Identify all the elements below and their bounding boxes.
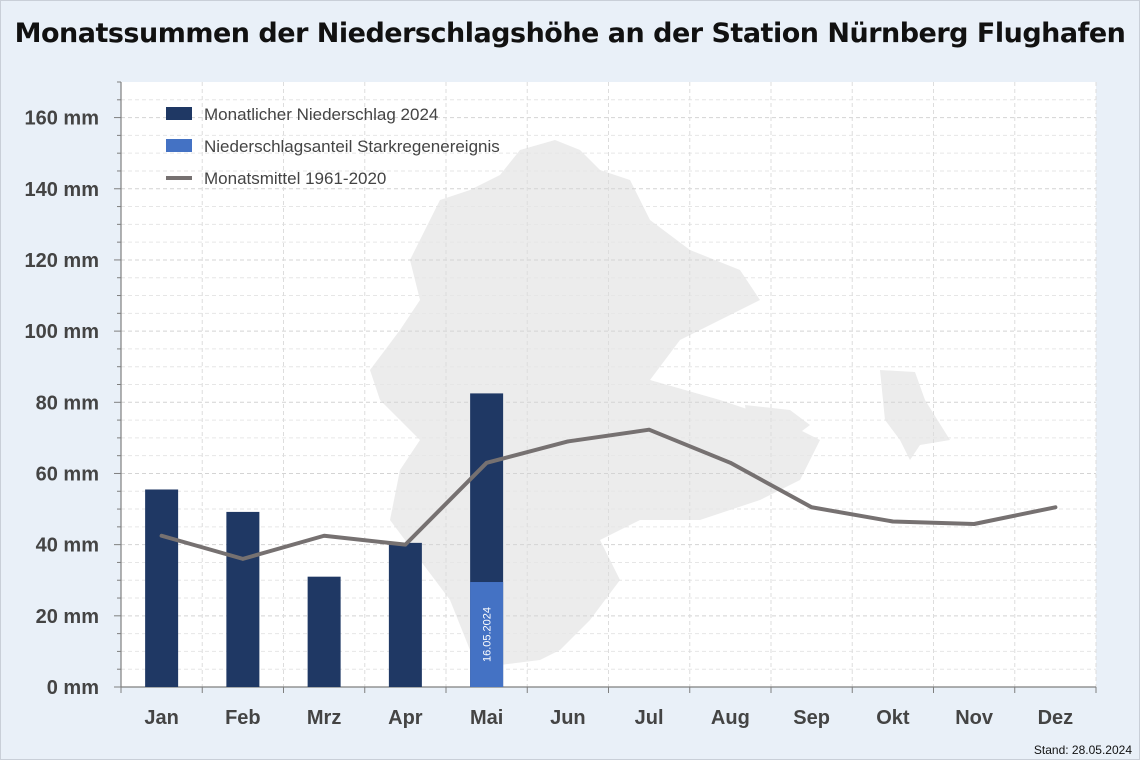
x-tick-label-sep: Sep [793,707,830,729]
mean-point-feb [241,557,245,561]
legend-swatch-niederschlag-2024 [166,107,192,120]
bar-jan-2024 [145,489,179,687]
mean-point-dez [1053,505,1058,510]
legend-swatch-starkregen [166,139,192,152]
mean-point-nov [972,522,976,526]
mean-point-aug [728,460,733,465]
mean-point-apr [403,542,408,547]
y-tick-label: 100 mm [25,321,100,343]
starkregen-date-label: 16.05.2024 [482,607,494,662]
mean-point-jun [566,439,570,444]
y-tick-label: 40 mm [36,535,99,557]
mean-1961-2020-line [159,427,1058,561]
bar-mai-starkregen [470,582,504,687]
chart-title: Monatssummen der Niederschlagshöhe an de… [14,18,1126,49]
x-tick-label-mai: Mai [470,707,503,729]
mean-point-jul [647,427,651,432]
y-tick-label: 120 mm [25,250,100,272]
legend-label: Monatsmittel 1961-2020 [204,169,386,188]
y-tick-label: 60 mm [36,463,99,485]
bar-feb-2024 [226,511,260,687]
bar-mrz-2024 [307,576,341,687]
mean-point-mai [484,460,489,465]
x-tick-label-jul: Jul [635,707,664,729]
mean-point-sep [809,505,814,510]
x-tick-label-feb: Feb [225,707,261,729]
x-tick-label-jan: Jan [144,707,178,729]
x-tick-label-mrz: Mrz [307,707,341,729]
y-tick-label: 80 mm [36,392,99,414]
x-tick-label-nov: Nov [955,707,994,729]
x-tick-label-apr: Apr [388,707,423,729]
bar-apr-2024 [388,542,422,687]
legend-label: Monatlicher Niederschlag 2024 [204,105,438,124]
nuremberg-map-watermark-detail [880,370,950,460]
stand-date: Stand: 28.05.2024 [1033,743,1132,757]
mean-point-okt [891,519,895,524]
y-tick-label: 140 mm [25,179,100,201]
y-tick-label: 160 mm [25,108,100,130]
mean-point-mrz [322,533,326,538]
x-tick-label-aug: Aug [711,707,750,729]
x-tick-label-dez: Dez [1038,707,1074,729]
mean-point-jan [159,533,164,538]
nuremberg-map-watermark-detail [745,405,810,440]
y-tick-label: 20 mm [36,606,99,628]
x-tick-label-jun: Jun [550,707,586,729]
x-tick-label-okt: Okt [876,707,910,729]
legend-label: Niederschlagsanteil Starkregenereignis [204,137,500,156]
y-tick-label: 0 mm [47,677,99,699]
